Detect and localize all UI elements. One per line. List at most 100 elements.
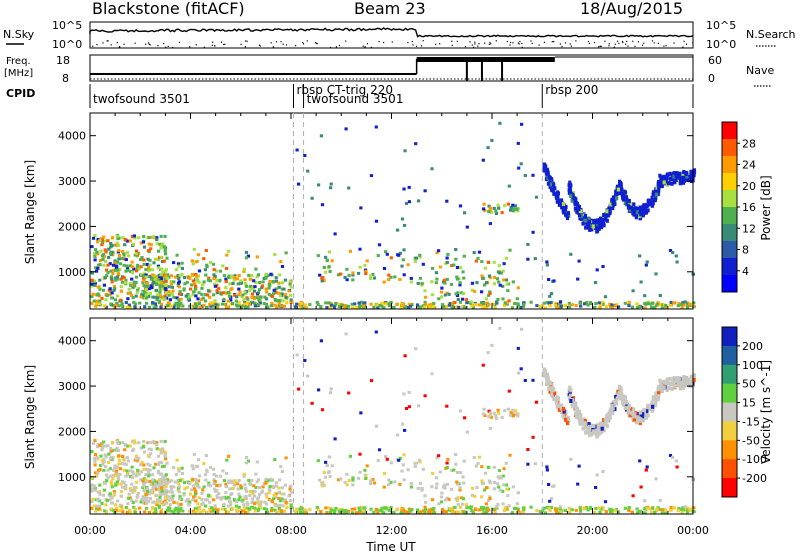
velocity-cell bbox=[177, 508, 181, 512]
power-cell bbox=[418, 305, 423, 309]
power-cell bbox=[204, 293, 208, 297]
nsearch-point bbox=[488, 43, 490, 45]
velocity-cell bbox=[147, 492, 151, 496]
velocity-cell bbox=[156, 463, 160, 466]
power-ylabel: Slant Range [km] bbox=[23, 160, 37, 264]
power-cell bbox=[497, 280, 501, 284]
velocity-cell bbox=[548, 389, 552, 394]
power-cell bbox=[428, 305, 432, 309]
velocity-cell bbox=[531, 378, 535, 382]
power-cell bbox=[495, 300, 499, 304]
velocity-cell bbox=[492, 480, 497, 484]
power-cell bbox=[147, 242, 151, 246]
velocity-cell bbox=[465, 506, 469, 510]
velocity-cell bbox=[229, 503, 233, 507]
power-cell bbox=[162, 280, 166, 284]
power-cell bbox=[110, 277, 114, 281]
nsearch-point bbox=[456, 40, 458, 42]
velocity-cell bbox=[659, 383, 663, 387]
velocity-cell bbox=[209, 465, 213, 469]
power-cell bbox=[605, 209, 609, 214]
nsearch-point bbox=[682, 46, 684, 48]
power-cell bbox=[668, 171, 672, 176]
velocity-cell bbox=[237, 492, 241, 496]
nsearch-point bbox=[683, 40, 685, 42]
power-cell bbox=[227, 274, 231, 278]
x-tick-label: 08:00 bbox=[275, 524, 307, 537]
power-cell bbox=[680, 305, 684, 309]
nsearch-point bbox=[521, 46, 523, 48]
velocity-cell bbox=[96, 442, 100, 446]
velocity-cell bbox=[105, 473, 109, 477]
power-cell bbox=[277, 291, 281, 295]
velocity-cell bbox=[231, 487, 235, 490]
power-cell bbox=[567, 301, 571, 305]
power-cell bbox=[387, 278, 391, 282]
power-cell bbox=[686, 178, 690, 183]
velocity-cell bbox=[209, 509, 213, 513]
power-cell bbox=[336, 273, 341, 277]
velocity-cell bbox=[136, 491, 140, 495]
power-cell bbox=[156, 258, 160, 261]
velocity-cell bbox=[679, 384, 683, 389]
power-cell bbox=[650, 195, 654, 200]
velocity-cell bbox=[380, 509, 384, 513]
nsearch-point bbox=[119, 46, 121, 48]
velocity-cell bbox=[272, 493, 276, 497]
colorbar-tick-label: 12 bbox=[742, 222, 756, 235]
velocity-cell bbox=[653, 510, 657, 514]
colorbar-swatch bbox=[722, 478, 737, 498]
velocity-cell bbox=[132, 439, 136, 443]
power-cell bbox=[344, 127, 348, 131]
power-cell bbox=[414, 142, 418, 146]
velocity-cell bbox=[213, 489, 217, 493]
power-cell bbox=[574, 201, 578, 206]
velocity-cell bbox=[565, 421, 570, 426]
velocity-cell bbox=[423, 494, 427, 498]
power-cell bbox=[177, 285, 181, 289]
nsearch-point bbox=[473, 46, 475, 48]
power-cell bbox=[244, 250, 248, 254]
power-cell bbox=[320, 279, 324, 283]
velocity-cell bbox=[119, 503, 123, 507]
velocity-cell bbox=[502, 509, 507, 513]
velocity-cell bbox=[164, 484, 168, 488]
power-cell bbox=[516, 286, 520, 290]
velocity-cell bbox=[133, 507, 137, 511]
velocity-cell bbox=[185, 485, 189, 489]
power-cell bbox=[93, 283, 97, 287]
power-cell bbox=[511, 203, 515, 207]
power-cell bbox=[463, 305, 467, 309]
velocity-cell bbox=[497, 411, 501, 415]
power-cell bbox=[145, 262, 149, 266]
velocity-cell bbox=[623, 394, 627, 399]
velocity-cell bbox=[677, 507, 681, 510]
velocity-cell bbox=[458, 486, 462, 490]
power-cell bbox=[197, 302, 201, 306]
power-cell bbox=[117, 257, 121, 261]
power-cell bbox=[577, 207, 581, 211]
velocity-cell bbox=[364, 477, 368, 480]
power-cell bbox=[175, 296, 179, 300]
velocity-cell bbox=[414, 461, 418, 465]
velocity-cell bbox=[120, 485, 125, 489]
colorbar-tick-label: 24 bbox=[742, 159, 756, 172]
velocity-cell bbox=[172, 466, 176, 470]
velocity-cell bbox=[594, 507, 598, 510]
power-cell bbox=[608, 302, 612, 306]
nave-tick-high: 60 bbox=[708, 54, 722, 67]
power-cell bbox=[376, 306, 380, 310]
velocity-cell bbox=[529, 505, 533, 509]
velocity-cell bbox=[671, 456, 675, 459]
velocity-cell bbox=[253, 502, 257, 506]
power-cell bbox=[214, 269, 219, 273]
nsearch-point bbox=[366, 43, 368, 45]
power-cell bbox=[507, 299, 511, 303]
velocity-cell bbox=[175, 501, 179, 505]
power-cell bbox=[420, 282, 424, 285]
power-cell bbox=[568, 180, 572, 185]
nsearch-point bbox=[531, 42, 533, 44]
velocity-cell bbox=[374, 424, 379, 428]
power-cell bbox=[257, 303, 261, 306]
velocity-cell bbox=[264, 492, 268, 496]
